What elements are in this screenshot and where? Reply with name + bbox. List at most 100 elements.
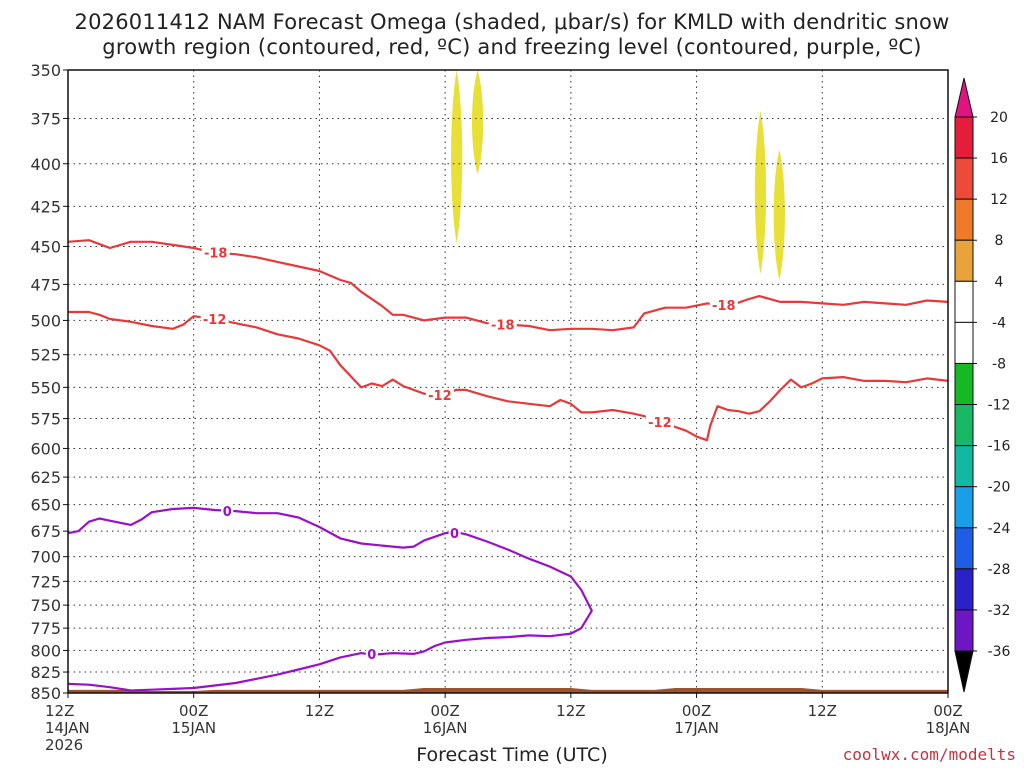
credit-text: coolwx.com/modelts — [842, 745, 1016, 764]
contour-label--18C: -18 — [712, 299, 736, 314]
x-tick-label: 00Z — [682, 702, 711, 720]
x-tick-label: 00Z — [933, 702, 962, 720]
contour-label-bg — [709, 297, 738, 312]
y-tick-label-700: 700 — [30, 548, 61, 567]
y-tick-label-775: 775 — [30, 619, 61, 638]
colorbar-label--8: -8 — [992, 356, 1006, 372]
y-tick-label-650: 650 — [30, 496, 61, 515]
contour-label-bg — [488, 317, 517, 332]
colorbar: 20 16 12 8 4 -4 -8 -12 -16 -20 -24 -28 -32 -36 — [954, 77, 1011, 693]
colorbar-label-12: 12 — [990, 192, 1008, 208]
plot-frame — [67, 69, 949, 694]
terrain-fill — [68, 688, 948, 693]
x-tick-label: 00Z — [179, 702, 208, 720]
y-tick-label-750: 750 — [30, 596, 61, 615]
colorbar-swatch-6 — [954, 362, 974, 406]
colorbar-swatch-10 — [954, 527, 974, 570]
x-tick-label: 16JAN — [423, 719, 468, 737]
colorbar-swatch-9 — [954, 486, 974, 529]
contour-label-0C: 0 — [223, 505, 232, 520]
colorbar-label-20: 20 — [990, 110, 1008, 126]
y-tick-label-625: 625 — [30, 468, 61, 487]
contour-label-bg — [365, 646, 378, 661]
x-tick-label: 17JAN — [674, 719, 719, 737]
x-tick-label: 14JAN — [45, 719, 90, 737]
contour-label--12C: -12 — [203, 313, 227, 328]
omega-shade-1 — [471, 70, 484, 175]
y-tick-label-375: 375 — [30, 109, 61, 128]
contour-label-bg — [448, 526, 461, 541]
x-tick-label: 12Z — [45, 702, 74, 720]
y-tick-label-725: 725 — [30, 572, 61, 591]
colorbar-label--16: -16 — [988, 439, 1011, 455]
y-tick-label-825: 825 — [30, 663, 61, 682]
omega-shade-3 — [773, 149, 785, 280]
contour-label--18C: -18 — [491, 319, 515, 334]
colorbar-label--28: -28 — [988, 562, 1011, 578]
colorbar-bottom-arrow — [954, 650, 974, 693]
x-tick-label: 00Z — [430, 702, 459, 720]
x-tick-label: 12Z — [305, 702, 334, 720]
colorbar-label--4: -4 — [992, 315, 1006, 331]
contour-0C — [67, 506, 593, 692]
x-tick-label: 12Z — [556, 702, 585, 720]
colorbar-swatch-2 — [954, 198, 974, 241]
contour-label--12C: -12 — [428, 389, 452, 404]
contour-label-bg — [200, 312, 229, 327]
colorbar-label--36: -36 — [988, 644, 1011, 660]
y-tick-label-425: 425 — [30, 197, 61, 216]
colorbar-label-8: 8 — [995, 233, 1004, 249]
colorbar-swatch-7 — [954, 404, 974, 447]
omega-shade-0 — [451, 70, 463, 244]
grid — [68, 70, 948, 693]
y-tick-label-800: 800 — [30, 641, 61, 660]
y-tick-label-400: 400 — [30, 155, 61, 174]
colorbar-swatch-8 — [954, 445, 974, 488]
colorbar-label-4: 4 — [995, 274, 1004, 290]
colorbar-label--32: -32 — [988, 603, 1011, 619]
y-axis: 350 375 400 425 450 475 500 525 550 575 600 625 650 6… — [30, 61, 68, 703]
y-tick-label-675: 675 — [30, 522, 61, 541]
contour-label-bg — [425, 387, 454, 402]
colorbar-label--12: -12 — [988, 398, 1011, 414]
contour-label-bg — [221, 504, 234, 519]
contour-label-bg — [201, 245, 230, 260]
y-tick-label-525: 525 — [30, 346, 61, 365]
chart-title-line1: 2026011412 NAM Forecast Omega (shaded, μ… — [74, 10, 950, 34]
colorbar-swatch-0 — [954, 116, 974, 159]
colorbar-swatch-5 — [954, 321, 974, 364]
chart-title-line2: growth region (contoured, red, ºC) and f… — [102, 35, 922, 59]
colorbar-swatch-12 — [954, 609, 974, 652]
y-tick-label-500: 500 — [30, 311, 61, 330]
y-tick-label-575: 575 — [30, 410, 61, 429]
x-tick-label: 12Z — [808, 702, 837, 720]
y-tick-label-450: 450 — [30, 237, 61, 256]
colorbar-label-16: 16 — [990, 151, 1008, 167]
contour-label-bg — [645, 415, 674, 430]
colorbar-label--20: -20 — [988, 480, 1011, 496]
y-tick-label-350: 350 — [30, 61, 61, 80]
x-tick-label: 15JAN — [171, 719, 216, 737]
contour-label-0C: 0 — [367, 648, 376, 663]
x-axis-title: Forecast Time (UTC) — [416, 744, 608, 766]
y-tick-label-475: 475 — [30, 275, 61, 294]
omega-shading — [451, 70, 785, 280]
contours: -18 -18 -18 -12 -12 -12 0 0 0 — [67, 239, 949, 692]
colorbar-top-arrow — [954, 77, 974, 118]
contour-label-0C: 0 — [450, 527, 459, 542]
contour-label--18C: -18 — [204, 247, 228, 262]
y-tick-label-850: 850 — [30, 684, 61, 703]
colorbar-label--24: -24 — [988, 521, 1011, 537]
y-tick-label-600: 600 — [30, 439, 61, 458]
colorbar-swatch-3 — [954, 239, 974, 282]
terrain — [68, 688, 948, 693]
colorbar-swatch-4 — [954, 280, 974, 323]
colorbar-swatch-1 — [954, 157, 974, 200]
y-tick-label-550: 550 — [30, 378, 61, 397]
omega-shade-2 — [754, 110, 767, 274]
x-tick-label: 18JAN — [926, 719, 971, 737]
contour-label--12C: -12 — [648, 416, 672, 431]
x-tick-label: 2026 — [45, 736, 83, 754]
